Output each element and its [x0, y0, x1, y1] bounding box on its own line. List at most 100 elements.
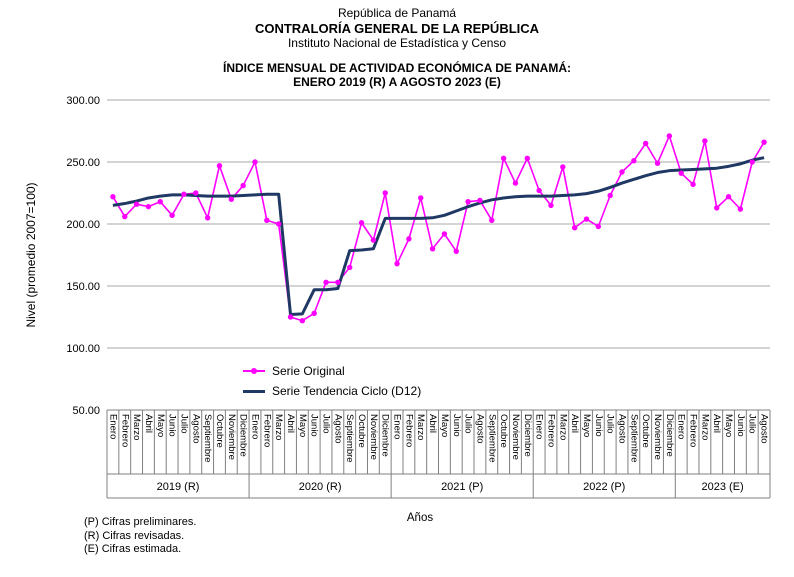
- month-label: Junio: [451, 414, 462, 437]
- serie-original-data-point: [607, 192, 613, 199]
- month-label: Mayo: [297, 414, 308, 437]
- serie-original-data-point: [181, 191, 187, 197]
- legend-item-serie-original: Serie Original: [243, 361, 421, 381]
- y-tick-label: 200.00: [66, 219, 100, 231]
- month-label: Febrero: [688, 414, 699, 447]
- month-label: Enero: [249, 414, 260, 439]
- serie-original-data-point: [725, 194, 732, 200]
- serie-original-data-point: [714, 205, 720, 211]
- month-label: Enero: [534, 414, 545, 439]
- serie-original-data-point: [453, 248, 459, 254]
- y-tick-label: 50.00: [72, 405, 100, 417]
- month-label: Junio: [309, 414, 320, 437]
- month-label: Octubre: [640, 414, 651, 448]
- serie-original-data-point: [749, 159, 755, 165]
- serie-original-data-point: [394, 260, 400, 267]
- serie-original-data-point: [524, 155, 530, 161]
- month-label: Noviembre: [652, 414, 663, 460]
- month-label: Abril: [427, 414, 438, 433]
- serie-original-data-point: [441, 231, 448, 237]
- serie-original-data-point: [619, 169, 625, 175]
- month-label: Junio: [735, 414, 746, 437]
- serie-original-data-point: [157, 198, 163, 205]
- serie-original-data-point: [216, 163, 223, 169]
- serie-original-data-point: [500, 155, 507, 161]
- legend-label-serie-tendencia: Serie Tendencia Ciclo (D12): [272, 384, 422, 398]
- year-label: 2019 (R): [157, 481, 200, 493]
- month-label: Septiembre: [344, 414, 355, 463]
- month-label: Marzo: [557, 414, 568, 440]
- month-label: Mayo: [723, 414, 734, 437]
- y-tick-label: 150.00: [66, 281, 100, 293]
- institution-title: CONTRALORÍA GENERAL DE LA REPÚBLICA: [254, 21, 540, 36]
- month-label: Marzo: [699, 414, 710, 440]
- serie-original-data-point: [595, 223, 602, 230]
- chart-legend: Serie Original Serie Tendencia Ciclo (D1…: [243, 361, 421, 401]
- month-label: Julio: [463, 414, 474, 434]
- y-tick-label: 250.00: [66, 157, 100, 169]
- serie-original-data-point: [299, 318, 306, 324]
- serie-original-data-point: [761, 139, 767, 145]
- month-label: Noviembre: [226, 414, 237, 460]
- month-label: Octubre: [214, 414, 225, 448]
- y-tick-label: 300.00: [66, 95, 100, 107]
- footnote-preliminares: (P) Cifras preliminares.: [84, 516, 197, 528]
- serie-original-data-point: [690, 181, 696, 188]
- month-label: Febrero: [119, 414, 130, 447]
- month-label: Diciembre: [380, 414, 391, 457]
- serie-original-data-point: [406, 236, 412, 242]
- serie-original-data-point: [382, 190, 388, 196]
- year-label: 2020 (R): [299, 481, 342, 493]
- serie-original-data-point: [418, 195, 424, 201]
- y-axis-title: Nivel (promedio 2007=100): [24, 182, 38, 328]
- month-label: Octubre: [498, 414, 509, 448]
- month-label: Agosto: [759, 414, 770, 444]
- serie-original-data-point: [678, 170, 684, 176]
- serie-original-line: [112, 135, 765, 322]
- month-label: Agosto: [617, 414, 628, 444]
- institute-subtitle: Instituto Nacional de Estadística y Cens…: [287, 36, 507, 50]
- serie-original-data-point: [122, 213, 128, 220]
- serie-original-data-point: [536, 187, 542, 194]
- legend-marker-dot: [251, 368, 257, 374]
- serie-original-data-point: [512, 180, 519, 186]
- serie-original-data-point: [631, 158, 637, 164]
- month-label: Agosto: [474, 414, 485, 444]
- year-label: 2023 (E): [702, 481, 744, 493]
- month-label: Abril: [285, 414, 296, 433]
- serie-original-data-point: [737, 206, 744, 212]
- serie-original-data-point: [264, 217, 270, 223]
- month-label: Febrero: [403, 414, 414, 447]
- year-label: 2022 (P): [583, 481, 625, 493]
- serie-original-data-point: [370, 237, 377, 243]
- footnote-revisadas: (R) Cifras revisadas.: [84, 529, 185, 542]
- month-label: Septiembre: [628, 414, 639, 463]
- serie-original-data-point: [110, 194, 116, 200]
- serie-original-data-point: [275, 221, 282, 227]
- serie-original-data-point: [702, 138, 708, 144]
- serie-original-data-point: [240, 182, 246, 189]
- serie-original-data-point: [335, 279, 341, 285]
- legend-item-serie-tendencia: Serie Tendencia Ciclo (D12): [243, 381, 421, 401]
- serie-original-data-point: [465, 198, 471, 205]
- serie-original-data-point: [287, 314, 294, 320]
- serie-original-data-point: [133, 201, 140, 207]
- month-label: Enero: [107, 414, 118, 439]
- month-label: Abril: [569, 414, 580, 433]
- month-label: Marzo: [415, 414, 426, 440]
- report-header: República de Panamá CONTRALORÍA GENERAL …: [0, 6, 794, 51]
- serie-original-data-point: [429, 246, 436, 252]
- serie-original-data-point: [311, 310, 317, 316]
- footnote-estimada: (E) Cifras estimada.: [84, 543, 182, 555]
- y-tick-label: 100.00: [66, 343, 100, 355]
- legend-label-serie-original: Serie Original: [272, 364, 345, 378]
- chart-title-line1: ÍNDICE MENSUAL DE ACTIVIDAD ECONÓMICA DE…: [222, 61, 571, 75]
- year-label: 2021 (P): [441, 481, 483, 493]
- serie-tendencia-line-swatch: [243, 389, 265, 393]
- serie-original-line-swatch: [243, 368, 265, 374]
- serie-original-data-point: [358, 220, 365, 226]
- month-label: Mayo: [581, 414, 592, 437]
- serie-original-data-point: [169, 212, 175, 219]
